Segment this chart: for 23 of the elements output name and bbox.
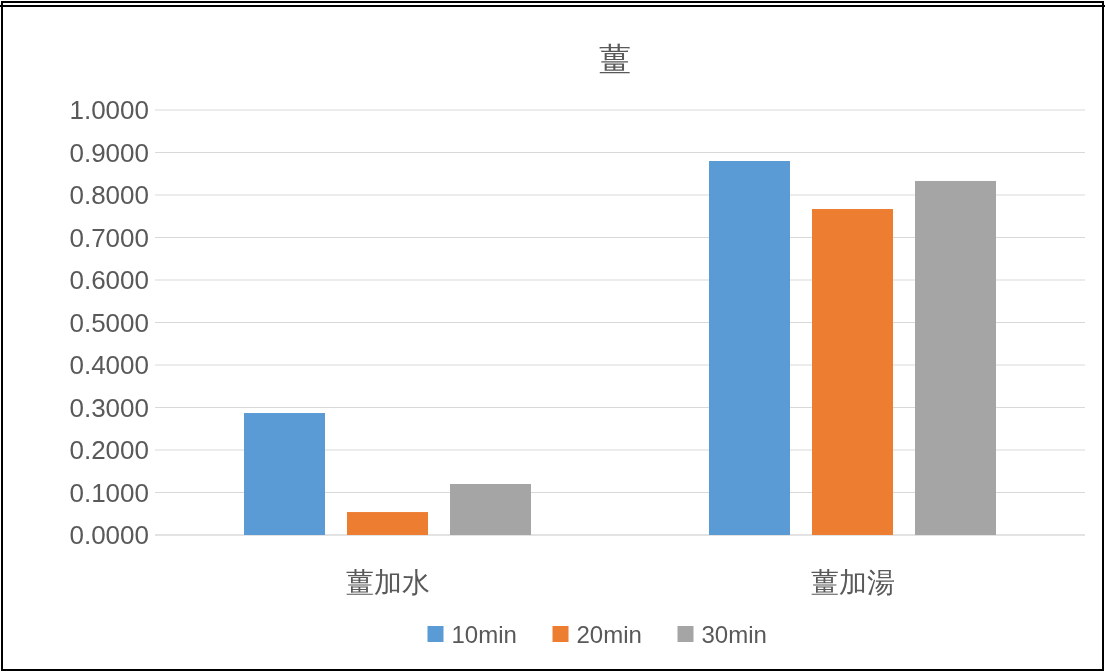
y-tick-label: 0.2000: [69, 435, 149, 465]
chart-title: 薑: [599, 41, 631, 77]
y-tick-label: 0.3000: [69, 392, 149, 423]
legend-label: 20min: [576, 621, 642, 648]
x-tick-label: 薑加水: [345, 567, 430, 598]
legend-label: 10min: [451, 621, 517, 648]
y-tick-label: 0.6000: [69, 265, 149, 295]
y-tick-label: 1.0000: [69, 95, 149, 125]
y-tick-label: 0.9000: [69, 137, 149, 168]
legend-label: 30min: [701, 621, 767, 648]
bar: [244, 413, 325, 535]
y-tick-label: 0.1000: [69, 477, 149, 508]
y-tick-label: 0.7000: [69, 222, 149, 253]
bar: [915, 180, 996, 535]
y-tick-label: 0.8000: [69, 180, 149, 210]
x-tick-label: 薑加湯: [810, 567, 895, 598]
bar: [450, 484, 531, 535]
y-tick-label: 0.5000: [69, 307, 149, 338]
y-tick-label: 0.0000: [69, 520, 149, 550]
bar: [709, 161, 790, 535]
bar: [812, 209, 893, 535]
bar: [347, 512, 428, 535]
y-tick-label: 0.4000: [69, 350, 149, 380]
